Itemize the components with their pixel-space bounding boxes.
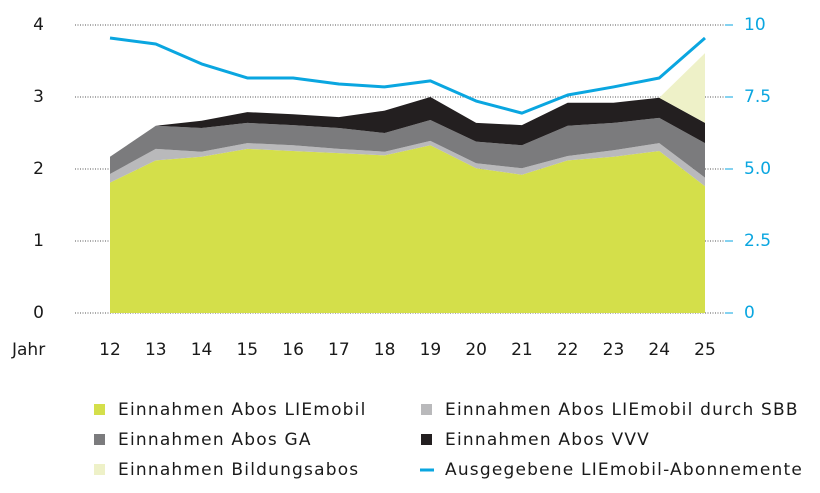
x-tick-label: 22 (557, 340, 579, 360)
legend-swatch (420, 468, 434, 472)
x-tick-label: 19 (420, 340, 442, 360)
area (110, 140, 705, 187)
y2-tick-label: 0 (744, 303, 755, 323)
y2-tick-label: 10 (744, 15, 766, 35)
y2-tick-label: 5.0 (744, 159, 771, 179)
y2-tick-label: 2.5 (744, 231, 771, 251)
legend-swatch (94, 464, 105, 475)
area (110, 97, 705, 157)
legend-swatch (421, 434, 432, 445)
legend-swatch (94, 404, 105, 415)
legend-swatch (421, 404, 432, 415)
line (109, 36, 706, 115)
legend-text: Ausgegebene LIEmobil-Abonnemente (445, 460, 803, 480)
x-tick-label: 15 (236, 340, 258, 360)
x-tick-label: 20 (465, 340, 487, 360)
y-tick-label: 4 (33, 15, 44, 35)
y-tick-label: 1 (33, 231, 44, 251)
x-tick-label: 14 (191, 340, 213, 360)
x-tick-label: 23 (603, 340, 625, 360)
legend-text: Einnahmen Abos LIEmobil durch SBB (445, 400, 799, 420)
y-tick-label: 0 (33, 303, 44, 323)
legend-text: Einnahmen Abos VVV (445, 430, 650, 450)
y2-tick-label: 7.5 (744, 87, 771, 107)
x-tick-label: 17 (328, 340, 350, 360)
x-tick-label: 21 (511, 340, 533, 360)
legend-text: Einnahmen Abos LIEmobil (118, 400, 367, 420)
legend-text: Einnahmen Bildungsabos (118, 460, 359, 480)
x-tick-label: 13 (145, 340, 167, 360)
area (110, 117, 705, 178)
x-axis-label: Jahr (11, 340, 45, 360)
area (110, 145, 705, 313)
legend-text: Einnahmen Abos GA (118, 430, 312, 450)
x-tick-label: 25 (694, 340, 716, 360)
x-tick-label: 16 (282, 340, 304, 360)
legend-swatch (94, 434, 105, 445)
x-tick-label: 18 (374, 340, 396, 360)
x-tick-label: 12 (99, 340, 121, 360)
y-tick-label: 3 (33, 87, 44, 107)
y-tick-label: 2 (33, 159, 44, 179)
x-tick-label: 24 (648, 340, 670, 360)
